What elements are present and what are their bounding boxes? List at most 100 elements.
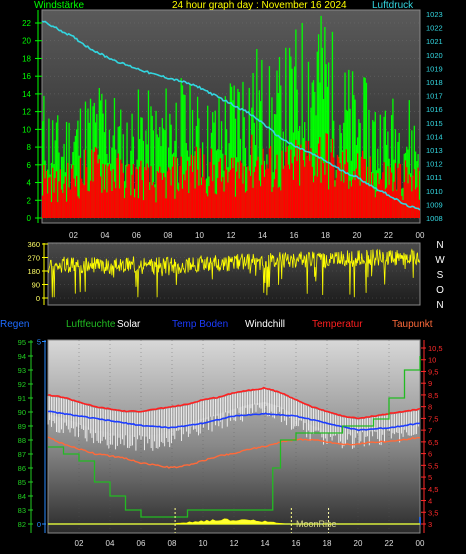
direction-tick-label: 270	[27, 254, 40, 263]
wind-x-tick-label: 02	[69, 231, 78, 240]
legend-windchill: Windchill	[245, 319, 286, 330]
humidity-tick-label: 83	[18, 506, 26, 515]
wind-axis-title: Windstärke	[34, 0, 85, 11]
wind-tick-label: 22	[22, 19, 31, 28]
temperature-x-tick-label: 02	[75, 539, 84, 548]
wind-tick-label: 12	[22, 108, 31, 117]
pressure-tick-label: 1023	[426, 10, 443, 19]
wind-x-tick-label: 20	[353, 231, 362, 240]
wind-x-tick-label: 04	[101, 231, 110, 240]
direction-tick-label: 180	[27, 267, 40, 276]
wind-tick-label: 0	[27, 214, 32, 223]
temperature-x-tick-label: 12	[230, 539, 239, 548]
temperature-x-tick-label: 04	[106, 539, 115, 548]
compass-label: N	[436, 240, 443, 251]
pressure-tick-label: 1022	[426, 24, 443, 33]
temp-boden-line	[47, 410, 421, 432]
temperature-tick-label: 8,5	[428, 391, 438, 400]
pressure-tick-label: 1017	[426, 92, 443, 101]
legend-temp-boden: Temp Boden	[172, 319, 229, 330]
wind-x-tick-label: 06	[132, 231, 141, 240]
legend-taupunkt: Taupunkt	[392, 319, 433, 330]
direction-line	[47, 248, 421, 298]
temperatur-line	[47, 386, 421, 420]
humidity-tick-label: 91	[18, 394, 26, 403]
humidity-tick-label: 90	[18, 408, 26, 417]
wind-x-tick-label: 22	[384, 231, 393, 240]
temperature-tick-label: 10,5	[428, 344, 443, 353]
pressure-tick-label: 1018	[426, 78, 443, 87]
compass-label: O	[436, 285, 444, 296]
temperature-tick-label: 6	[428, 450, 432, 459]
humidity-tick-label: 85	[18, 478, 26, 487]
temperature-tick-label: 10	[428, 356, 436, 365]
temperature-x-tick-label: 20	[354, 539, 363, 548]
wind-tick-label: 2	[27, 196, 32, 205]
pressure-tick-label: 1008	[426, 214, 443, 223]
wind-x-tick-label: 12	[227, 231, 236, 240]
compass-label: S	[437, 270, 444, 281]
pressure-tick-label: 1012	[426, 160, 443, 169]
pressure-axis-title: Luftdruck	[372, 0, 414, 11]
temperature-tick-label: 5,5	[428, 461, 438, 470]
legend-luftfeuchte: Luftfeuchte	[66, 319, 116, 330]
wind-tick-label: 18	[22, 54, 31, 63]
humidity-tick-label: 87	[18, 450, 26, 459]
pressure-tick-label: 1015	[426, 119, 443, 128]
direction-tick-label: 360	[27, 240, 40, 249]
direction-tick-label: 90	[32, 281, 40, 290]
temperature-x-tick-label: 14	[261, 539, 270, 548]
solar-area	[171, 518, 289, 525]
temperature-tick-label: 5	[428, 473, 432, 482]
humidity-tick-label: 89	[18, 422, 26, 431]
wind-x-tick-label: 16	[290, 231, 299, 240]
temperature-tick-label: 9,5	[428, 367, 438, 376]
temperature-x-tick-label: 06	[137, 539, 146, 548]
wind-tick-label: 16	[22, 72, 31, 81]
temperature-x-tick-label: 10	[199, 539, 208, 548]
legend-solar: Solar	[117, 319, 141, 330]
pressure-tick-label: 1011	[426, 173, 442, 182]
compass-label: N	[436, 300, 443, 311]
wind-tick-label: 14	[22, 90, 31, 99]
humidity-tick-label: 82	[18, 520, 26, 529]
wind-x-tick-label: 10	[195, 231, 204, 240]
rain-tick-label: 0	[37, 520, 41, 529]
moonrise-label: MoonRise	[296, 519, 337, 529]
wind-x-tick-label: 08	[164, 231, 173, 240]
temperature-x-tick-label: 16	[292, 539, 301, 548]
temperature-tick-label: 3,5	[428, 508, 438, 517]
compass-label: W	[435, 255, 445, 266]
pressure-tick-label: 1014	[426, 132, 443, 141]
temperature-tick-label: 4	[428, 497, 432, 506]
wind-tick-label: 4	[27, 179, 32, 188]
luftfeuchte-line	[48, 356, 421, 518]
humidity-tick-label: 88	[18, 436, 26, 445]
temperature-tick-label: 4,5	[428, 485, 438, 494]
humidity-tick-label: 84	[18, 492, 26, 501]
temperature-tick-label: 7	[428, 426, 432, 435]
humidity-tick-label: 86	[18, 464, 26, 473]
pressure-tick-label: 1020	[426, 51, 443, 60]
temperature-tick-label: 6,5	[428, 438, 438, 447]
wind-tick-label: 8	[27, 143, 32, 152]
humidity-tick-label: 92	[18, 380, 26, 389]
wind-tick-label: 10	[22, 125, 31, 134]
humidity-tick-label: 95	[18, 338, 26, 347]
pressure-tick-label: 1021	[426, 37, 443, 46]
temperature-tick-label: 3	[428, 520, 432, 529]
temperature-x-tick-label: 18	[323, 539, 332, 548]
legend-temperatur: Temperatur	[312, 319, 363, 330]
temperature-tick-label: 9	[428, 379, 432, 388]
rain-tick-label: 5	[37, 338, 41, 347]
pressure-tick-label: 1019	[426, 64, 443, 73]
taupunkt-line	[47, 436, 421, 469]
wind-x-tick-label: 14	[258, 231, 267, 240]
temperature-x-tick-label: 22	[385, 539, 394, 548]
pressure-line	[41, 20, 421, 211]
wind-tick-label: 20	[22, 37, 31, 46]
humidity-tick-label: 93	[18, 366, 26, 375]
pressure-tick-label: 1016	[426, 105, 443, 114]
wind-x-tick-label: 18	[321, 231, 330, 240]
